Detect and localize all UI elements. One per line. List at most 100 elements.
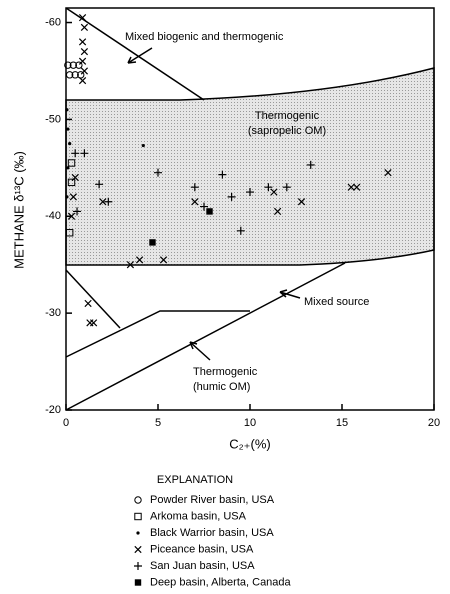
arrow xyxy=(189,341,211,361)
legend-marker xyxy=(134,496,142,504)
point-shape xyxy=(104,197,113,206)
point xyxy=(80,67,89,75)
point xyxy=(66,166,70,170)
point-shape xyxy=(73,207,82,216)
point-shape xyxy=(154,168,162,177)
point-shape xyxy=(227,192,236,201)
point-shape xyxy=(306,160,315,169)
point-shape xyxy=(78,57,87,65)
point xyxy=(126,261,135,269)
point-shape xyxy=(141,143,145,148)
y-axis-label: METHANE δ¹³C (‰) xyxy=(11,151,26,269)
legend-marker-shape xyxy=(134,579,142,586)
legend-label: Arkoma basin, USA xyxy=(150,510,247,522)
point xyxy=(65,108,69,112)
annotation: (humic OM) xyxy=(193,381,250,393)
point xyxy=(71,173,79,182)
arrow xyxy=(127,47,153,64)
point xyxy=(67,212,76,220)
point xyxy=(68,142,72,146)
point xyxy=(347,183,355,191)
point-shape xyxy=(67,212,76,220)
point xyxy=(154,168,162,177)
point-shape xyxy=(206,208,213,215)
point-shape xyxy=(68,142,72,146)
point xyxy=(65,229,74,237)
point-shape xyxy=(84,299,92,308)
point-shape xyxy=(236,226,245,235)
point-shape xyxy=(64,61,72,69)
point xyxy=(78,77,87,85)
point xyxy=(270,188,278,196)
y-tick-label: -20 xyxy=(45,404,61,416)
point-shape xyxy=(270,188,278,196)
legend-title: EXPLANATION xyxy=(157,474,233,486)
point-shape xyxy=(65,108,69,112)
point xyxy=(69,61,78,69)
point xyxy=(73,207,82,216)
legend-label: Black Warrior basin, USA xyxy=(150,527,274,539)
point xyxy=(191,198,199,206)
point-shape xyxy=(135,256,144,264)
point-shape xyxy=(218,170,227,179)
point-shape xyxy=(78,38,87,46)
point-shape xyxy=(297,198,306,206)
point xyxy=(384,169,392,177)
point-shape xyxy=(191,198,199,206)
point xyxy=(66,127,70,131)
legend-label: San Juan basin, USA xyxy=(150,560,255,572)
point-shape xyxy=(67,178,76,187)
legend-marker-shape xyxy=(136,531,140,535)
point xyxy=(141,143,145,148)
legend-marker-shape xyxy=(134,496,142,504)
point-shape xyxy=(75,61,83,69)
point xyxy=(99,198,107,206)
point xyxy=(306,160,315,169)
point-shape xyxy=(69,61,78,69)
point xyxy=(200,202,208,211)
point xyxy=(206,208,213,215)
point xyxy=(71,149,80,158)
point-shape xyxy=(264,183,273,192)
y-tick-label: -30 xyxy=(45,307,61,319)
point xyxy=(78,14,87,22)
point xyxy=(190,183,199,192)
point-shape xyxy=(190,183,199,192)
point-shape xyxy=(89,319,98,327)
point xyxy=(104,197,113,206)
x-tick-label: 5 xyxy=(155,417,161,429)
point xyxy=(65,71,74,79)
point xyxy=(353,183,361,191)
point xyxy=(80,47,89,56)
point-shape xyxy=(65,71,74,79)
point xyxy=(218,170,227,179)
point xyxy=(71,71,79,79)
point xyxy=(297,198,306,206)
point-shape xyxy=(71,173,79,182)
point xyxy=(95,180,104,189)
x-tick-label: 0 xyxy=(63,417,69,429)
point-shape xyxy=(384,169,392,177)
boundary xyxy=(65,310,250,358)
point xyxy=(135,256,144,264)
annotation: Mixed biogenic and thermogenic xyxy=(125,31,284,43)
point xyxy=(67,159,76,167)
point-shape xyxy=(126,261,135,269)
point-shape xyxy=(80,23,89,31)
point xyxy=(64,61,72,69)
arrow xyxy=(279,289,301,299)
point xyxy=(89,319,98,327)
legend-marker xyxy=(134,545,142,554)
point-shape xyxy=(353,183,361,191)
point xyxy=(273,207,282,216)
point-shape xyxy=(69,193,77,201)
point-shape xyxy=(65,195,69,199)
legend-label: Piceance basin, USA xyxy=(150,543,254,555)
point-shape xyxy=(99,198,107,206)
point-shape xyxy=(273,207,282,216)
thermogenic-region xyxy=(65,67,435,266)
point xyxy=(159,256,168,264)
point-shape xyxy=(80,47,89,56)
